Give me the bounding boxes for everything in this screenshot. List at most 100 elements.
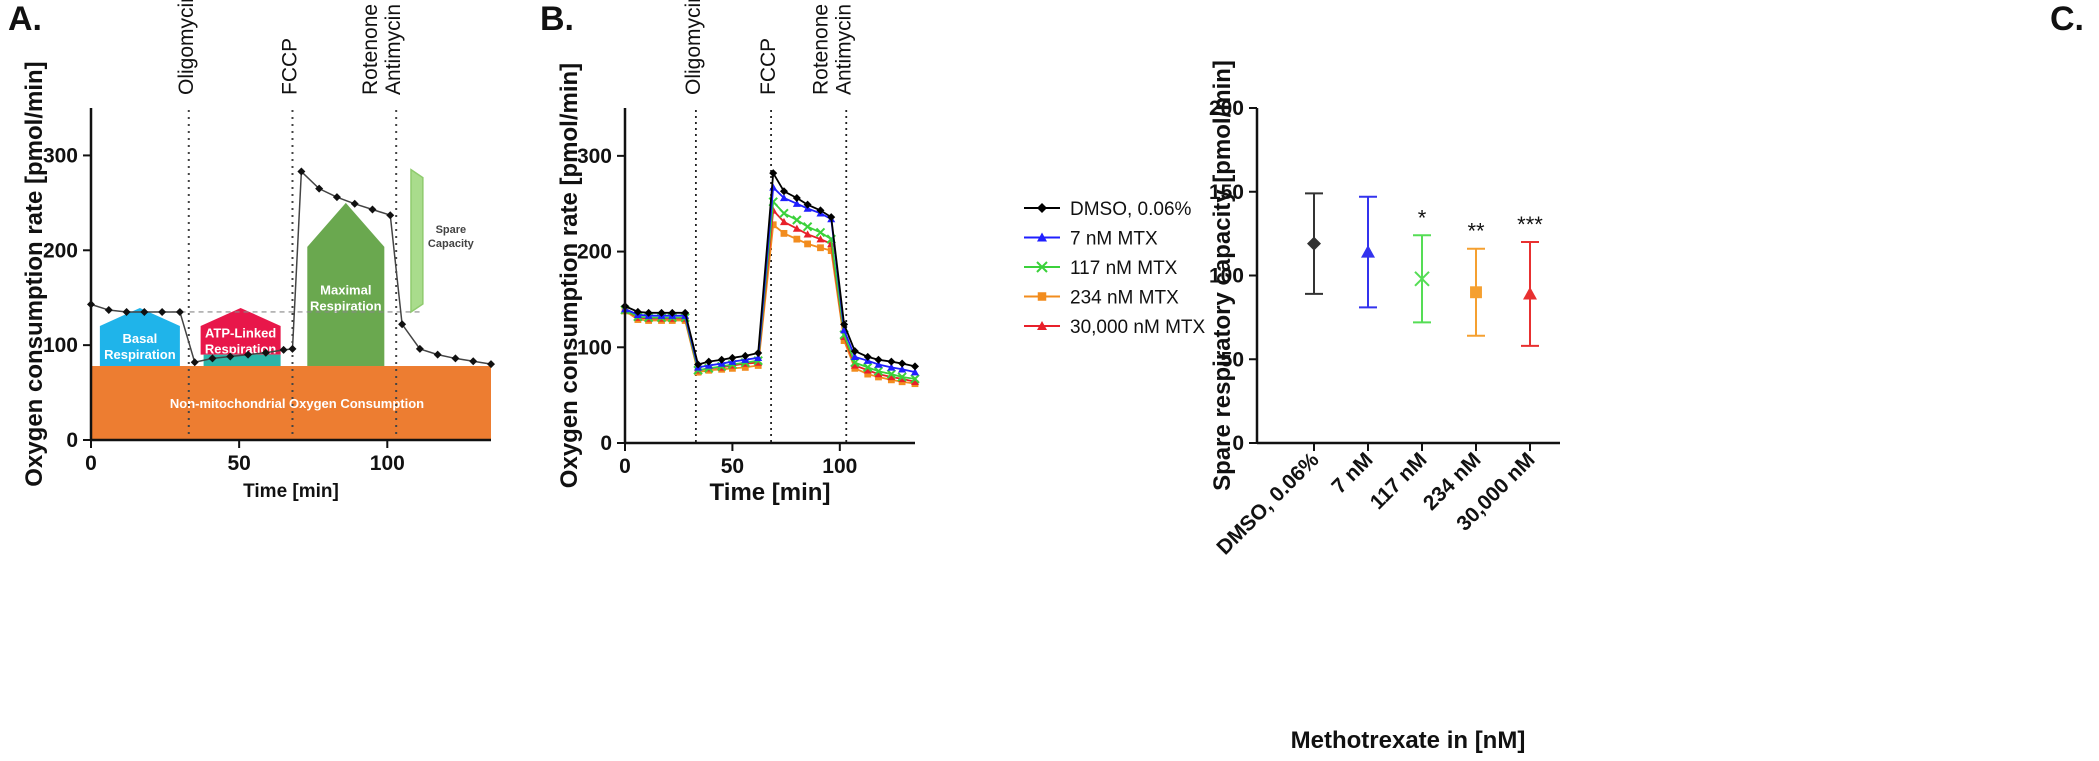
significance-label: *** (1517, 212, 1543, 237)
data-point-stroke (815, 227, 826, 238)
data-point (769, 221, 777, 229)
x-tick-label: 100 (370, 452, 405, 475)
data-point (694, 360, 703, 369)
injection-label-1-line: FCCP (757, 38, 780, 95)
injection-label-2: Rotenone & Antimycin A (359, 0, 405, 95)
y-tick-label: 0 (1232, 432, 1244, 455)
y-tick-label: 200 (1209, 97, 1244, 120)
data-point (779, 193, 788, 202)
data-point (681, 308, 690, 317)
ocr-data-point (350, 199, 359, 208)
category-point-1 (1359, 195, 1377, 309)
y-tick-label: 200 (577, 241, 612, 264)
injection-label-2-line: Antimycin A (382, 0, 405, 95)
atp-linked-region (200, 307, 281, 355)
x-tick-label: 50 (227, 452, 250, 475)
category-point-0 (1305, 192, 1323, 295)
injection-label-2-line: Rotenone & (809, 0, 832, 95)
panel-label: C. (2050, 0, 2084, 38)
data-point (850, 361, 859, 369)
ocr-data-point (487, 360, 495, 369)
atp-linked-label: ATP-Linked Respiration (205, 325, 277, 356)
maximal-respiration-label: Maximal Respiration (310, 282, 382, 313)
ocr-data-point (158, 307, 167, 316)
y-tick-label: 100 (577, 336, 612, 359)
series-dmso-0-06- (621, 169, 919, 371)
data-point-stroke (792, 215, 802, 225)
data-point (863, 366, 872, 374)
data-point-stroke (779, 208, 789, 218)
data-point (887, 357, 896, 366)
data-point (816, 206, 825, 215)
basal-respiration-label: Basal Respiration (104, 331, 176, 362)
category-label: 7 nM (1327, 448, 1377, 498)
data-point (874, 355, 883, 364)
non-mitochondrial-region (91, 366, 491, 440)
injection-label-0-line: Oligomycin (682, 0, 705, 95)
legend-item: 234 nM MTX (1024, 288, 1179, 309)
data-point (792, 193, 801, 202)
ocr-data-point (288, 344, 297, 353)
data-point-stroke (802, 221, 813, 232)
x-tick-label: 100 (822, 455, 857, 478)
data-point (873, 366, 884, 376)
mean-marker (1361, 245, 1375, 258)
data-point (816, 235, 825, 243)
maximal-respiration-region (307, 202, 385, 367)
data-point-stroke (886, 369, 897, 379)
panel-label: A. (8, 0, 42, 38)
y-tick-label: 0 (66, 429, 78, 452)
ocr-data-point (226, 352, 235, 361)
category-label: 117 nM (1366, 448, 1432, 514)
legend: DMSO, 0.06% 7 nM MTX 117 nM MTX 234 nM MTX 3… (1024, 199, 1205, 338)
ocr-data-point (122, 307, 131, 316)
category-point-4: *** (1517, 212, 1543, 347)
data-point (779, 187, 788, 196)
data-point (780, 229, 788, 237)
spare-capacity-label: Spare Capacity (428, 224, 475, 250)
ocr-data-point (332, 193, 341, 202)
data-point (741, 363, 749, 371)
legend-item: 7 nM MTX (1024, 229, 1158, 250)
legend-label: 7 nM MTX (1070, 229, 1158, 250)
data-point (657, 308, 666, 317)
data-point (850, 347, 859, 356)
data-point (717, 355, 726, 364)
data-point (827, 247, 835, 255)
data-point (792, 224, 801, 232)
category-point-3: ** (1467, 219, 1485, 337)
injection-label-2-line: Antimycin A (832, 0, 855, 95)
ocr-data-point (433, 350, 442, 359)
data-point (728, 353, 737, 362)
ocr-data-point (368, 205, 377, 214)
data-point (874, 370, 883, 378)
data-point (886, 369, 897, 379)
data-point (887, 363, 896, 371)
y-tick-label: 150 (1209, 181, 1244, 204)
data-point (754, 349, 763, 358)
injection-label-1-line: FCCP (278, 38, 301, 95)
y-tick-label: 300 (43, 144, 78, 167)
data-point (850, 352, 859, 361)
mean-marker (1470, 286, 1482, 299)
mean-marker (1523, 286, 1537, 300)
legend-marker (1037, 232, 1047, 242)
y-axis-title: Oxygen consumption rate [pmol/min] (556, 63, 583, 488)
x-tick-label: 0 (619, 455, 631, 478)
data-point (769, 183, 778, 191)
data-point (779, 208, 789, 218)
injection-label-0-line: Oligomycin (175, 0, 198, 95)
data-point (897, 372, 907, 382)
ocr-data-point (451, 354, 460, 363)
legend-marker (1037, 203, 1047, 213)
legend-item: DMSO, 0.06% (1024, 199, 1192, 220)
series-line (624, 170, 916, 368)
basal-respiration-region (99, 307, 180, 367)
panel-a-oxygen-consumption-schematic: A. Non-mitochondrial Oxygen Consumption Ba… (8, 0, 495, 502)
y-tick-label: 100 (43, 334, 78, 357)
y-axis-title: Spare respiratory capacity [pmol/min] (1209, 60, 1236, 491)
y-tick-label: 50 (1221, 348, 1244, 371)
legend-item: 117 nM MTX (1024, 258, 1178, 279)
data-point (792, 215, 802, 225)
